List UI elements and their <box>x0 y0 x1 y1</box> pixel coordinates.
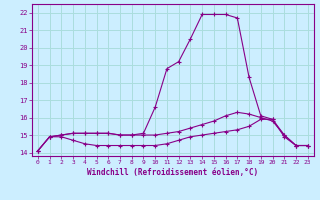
X-axis label: Windchill (Refroidissement éolien,°C): Windchill (Refroidissement éolien,°C) <box>87 168 258 177</box>
